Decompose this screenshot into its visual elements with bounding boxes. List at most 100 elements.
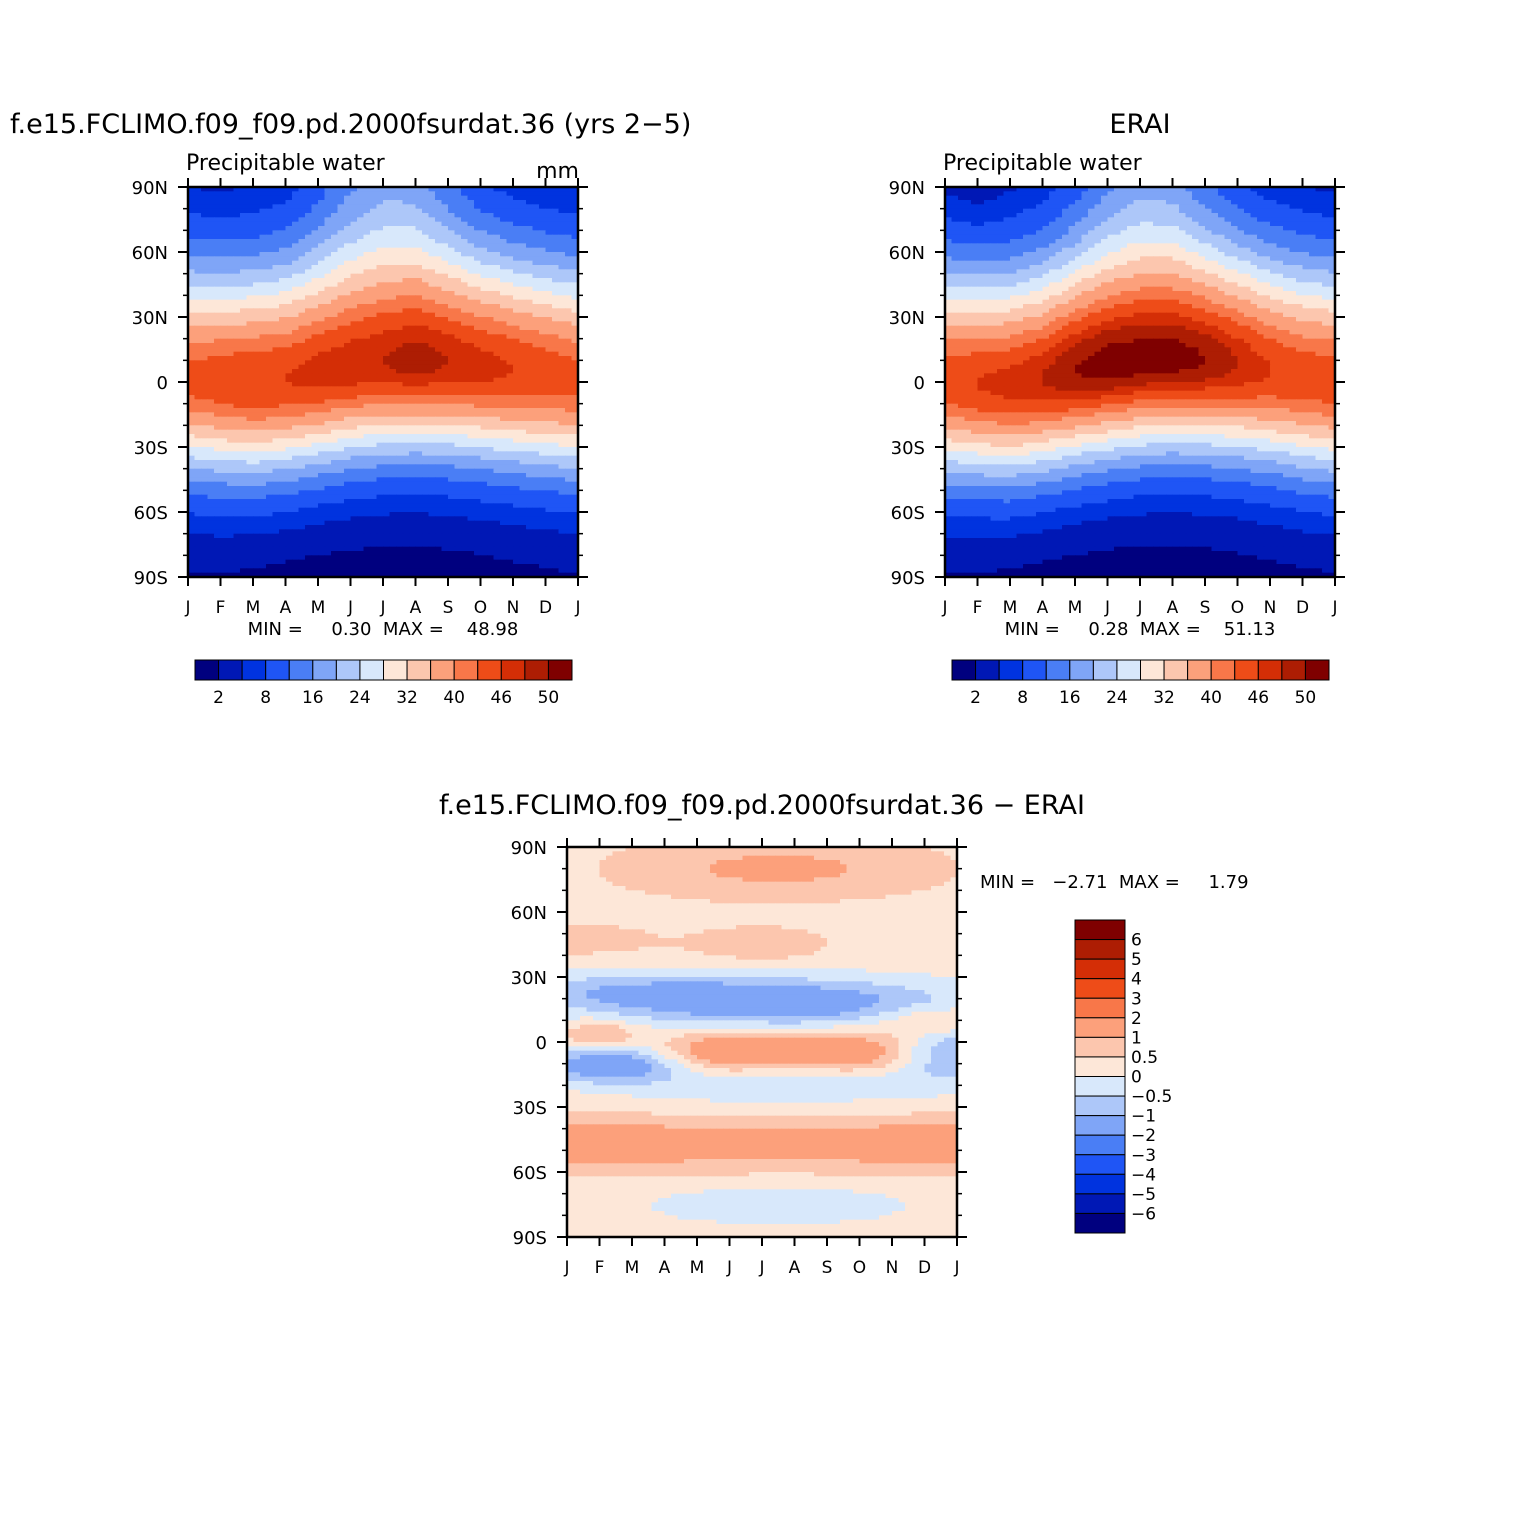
heatmap-cell	[565, 447, 573, 452]
heatmap-cell	[363, 425, 371, 431]
heatmap-cell	[363, 403, 371, 409]
heatmap-cell	[331, 468, 339, 474]
heatmap-cell	[571, 438, 579, 444]
heatmap-cell	[259, 230, 267, 236]
heatmap-cell	[331, 503, 339, 509]
heatmap-cell	[324, 204, 332, 210]
heatmap-cell	[220, 403, 228, 409]
heatmap-cell	[376, 312, 384, 318]
heatmap-cell	[324, 364, 332, 370]
heatmap-cell	[389, 468, 397, 474]
heatmap-cell	[357, 512, 365, 517]
heatmap-cell	[201, 260, 209, 266]
heatmap-cell	[311, 412, 319, 418]
heatmap-cell	[487, 525, 495, 530]
heatmap-cell	[188, 282, 196, 288]
heatmap-cell	[519, 525, 527, 530]
heatmap-cell	[324, 525, 332, 530]
heatmap-cell	[220, 286, 228, 292]
heatmap-cell	[467, 533, 475, 539]
heatmap-cell	[370, 403, 378, 409]
heatmap-cell	[324, 299, 332, 305]
heatmap-cell	[467, 460, 475, 465]
heatmap-cell	[298, 343, 306, 348]
heatmap-cell	[201, 247, 209, 253]
heatmap-cell	[415, 265, 423, 270]
heatmap-cell	[415, 217, 423, 223]
heatmap-cell	[357, 455, 365, 461]
heatmap-cell	[324, 542, 332, 548]
heatmap-cell	[402, 468, 410, 474]
heatmap-cell	[363, 291, 371, 296]
heatmap-cell	[253, 364, 261, 370]
heatmap-cell	[201, 317, 209, 322]
heatmap-cell	[272, 512, 280, 517]
heatmap-cell	[357, 265, 365, 270]
heatmap-cell	[376, 529, 384, 535]
heatmap-cell	[506, 364, 514, 370]
heatmap-cell	[376, 208, 384, 214]
heatmap-cell	[337, 343, 345, 348]
heatmap-cell	[201, 187, 209, 192]
heatmap-cell	[305, 533, 313, 539]
heatmap-cell	[422, 468, 430, 474]
heatmap-cell	[474, 226, 482, 231]
heatmap-cell	[539, 451, 547, 457]
heatmap-cell	[402, 382, 410, 387]
heatmap-cell	[532, 499, 540, 504]
heatmap-cell	[318, 386, 326, 392]
heatmap-cell	[220, 260, 228, 266]
heatmap-cell	[461, 538, 469, 543]
heatmap-cell	[467, 208, 475, 214]
heatmap-cell	[532, 403, 540, 409]
heatmap-cell	[279, 525, 287, 530]
heatmap-cell	[415, 187, 423, 192]
heatmap-cell	[279, 542, 287, 548]
heatmap-cell	[331, 247, 339, 253]
heatmap-cell	[448, 538, 456, 543]
heatmap-cell	[513, 525, 521, 530]
heatmap-cell	[519, 343, 527, 348]
heatmap-cell	[298, 516, 306, 522]
heatmap-cell	[350, 204, 358, 210]
heatmap-cell	[376, 429, 384, 435]
heatmap-cell	[240, 464, 248, 470]
heatmap-cell	[448, 399, 456, 405]
heatmap-cell	[292, 239, 300, 244]
heatmap-cell	[298, 525, 306, 530]
heatmap-cell	[474, 460, 482, 465]
heatmap-cell	[298, 438, 306, 444]
heatmap-cell	[305, 191, 313, 197]
heatmap-cell	[487, 438, 495, 444]
heatmap-cell	[461, 265, 469, 270]
heatmap-cell	[305, 321, 313, 327]
heatmap-cell	[227, 468, 235, 474]
heatmap-cell	[480, 187, 488, 192]
heatmap-cell	[298, 486, 306, 491]
heatmap-cell	[422, 512, 430, 517]
heatmap-cell	[565, 230, 573, 236]
heatmap-cell	[422, 481, 430, 487]
heatmap-cell	[435, 529, 443, 535]
heatmap-cell	[480, 243, 488, 249]
heatmap-cell	[240, 512, 248, 517]
heatmap-cell	[292, 438, 300, 444]
heatmap-cell	[558, 468, 566, 474]
heatmap-cell	[305, 256, 313, 262]
heatmap-cell	[383, 330, 391, 335]
heatmap-cell	[266, 256, 274, 262]
heatmap-cell	[227, 330, 235, 335]
heatmap-cell	[454, 252, 462, 257]
heatmap-cell	[331, 499, 339, 504]
heatmap-cell	[344, 265, 352, 270]
heatmap-cell	[383, 312, 391, 318]
heatmap-cell	[376, 390, 384, 396]
heatmap-cell	[526, 334, 534, 340]
heatmap-cell	[357, 304, 365, 309]
heatmap-cell	[532, 325, 540, 331]
heatmap-cell	[422, 473, 430, 478]
heatmap-cell	[376, 226, 384, 231]
heatmap-cell	[467, 200, 475, 205]
heatmap-cell	[318, 347, 326, 353]
heatmap-cell	[298, 468, 306, 474]
